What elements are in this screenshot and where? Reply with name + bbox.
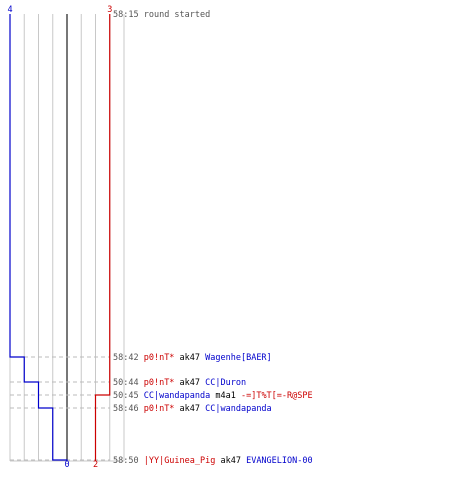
blue-end-label: 0 [64,460,69,470]
event-row: 50:44 p0!nT* ak47 CC|Duron [113,378,246,388]
event-weapon: ak47 [180,404,206,414]
event-victim: CC|Duron [205,378,246,388]
event-victim: Wagenhe[BAER] [205,353,272,363]
event-text: round started [144,10,211,20]
event-weapon: ak47 [180,378,206,388]
event-killer: p0!nT* [144,404,180,414]
event-row: 50:45 CC|wandapanda m4a1 -=]T%T[=-R@SPE [113,391,313,401]
red-end-label: 2 [93,460,98,470]
event-victim: -=]T%T[=-R@SPE [241,391,313,401]
event-killer: CC|wandapanda [144,391,216,401]
event-time: 50:44 [113,378,144,388]
event-row: 58:15 round started [113,10,210,20]
event-time: 58:46 [113,404,144,414]
event-killer: p0!nT* [144,378,180,388]
event-time: 58:15 [113,10,144,20]
event-row: 58:50 |YY|Guinea_Pig ak47 EVANGELION-00 [113,456,313,466]
event-row: 58:42 p0!nT* ak47 Wagenhe[BAER] [113,353,272,363]
event-weapon: ak47 [220,456,246,466]
blue-start-label: 4 [7,5,12,15]
event-killer: |YY|Guinea_Pig [144,456,221,466]
red-start-label: 3 [107,5,112,15]
blue-team-line [9,14,68,461]
event-weapon: ak47 [180,353,206,363]
event-killer: p0!nT* [144,353,180,363]
event-time: 50:45 [113,391,144,401]
event-time: 58:42 [113,353,144,363]
event-weapon: m4a1 [215,391,241,401]
event-victim: CC|wandapanda [205,404,272,414]
event-row: 58:46 p0!nT* ak47 CC|wandapanda [113,404,272,414]
event-victim: EVANGELION-00 [246,456,313,466]
event-time: 58:50 [113,456,144,466]
red-team-line [94,14,111,461]
